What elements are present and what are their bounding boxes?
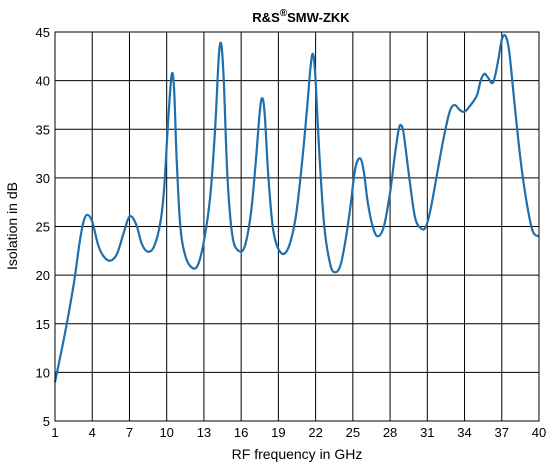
chart-title-suffix: SMW-ZKK [287,10,350,25]
x-tick-label: 19 [271,425,285,440]
x-tick-label: 4 [89,425,96,440]
plot-frame [54,31,540,422]
y-tick-label: 10 [36,365,50,380]
y-tick-label: 25 [36,220,50,235]
x-tick-layer: 1 4 7 10 13 16 19 22 25 28 31 34 37 40 [51,425,546,440]
x-tick-label: 34 [457,425,471,440]
x-tick-label: 40 [532,425,546,440]
x-tick-label: 37 [495,425,509,440]
series-line-0 [53,33,540,383]
x-tick-label: 1 [51,425,58,440]
chart-title-main: R&S [252,10,280,25]
y-tick-layer: 5 10 15 20 25 30 35 40 45 [36,25,50,429]
x-tick-label: 16 [234,425,248,440]
series-layer [53,33,540,383]
x-tick-label: 10 [159,425,173,440]
y-tick-label: 5 [43,414,50,429]
x-tick-label: 31 [420,425,434,440]
y-tick-label: 30 [36,171,50,186]
y-tick-label: 40 [36,74,50,89]
y-tick-label: 35 [36,122,50,137]
x-tick-label: 28 [383,425,397,440]
y-tick-label: 15 [36,317,50,332]
chart-title-superscript: ® [280,8,288,19]
x-tick-label: 25 [346,425,360,440]
grid-layer [54,31,540,422]
x-tick-label: 7 [126,425,133,440]
x-tick-label: 22 [308,425,322,440]
chart-title: R&S®SMW-ZKK [252,8,350,25]
y-tick-label: 45 [36,25,50,40]
x-axis-label: RF frequency in GHz [232,446,363,462]
y-axis-label: Isolation in dB [4,182,20,270]
x-tick-label: 13 [197,425,211,440]
y-tick-label: 20 [36,268,50,283]
